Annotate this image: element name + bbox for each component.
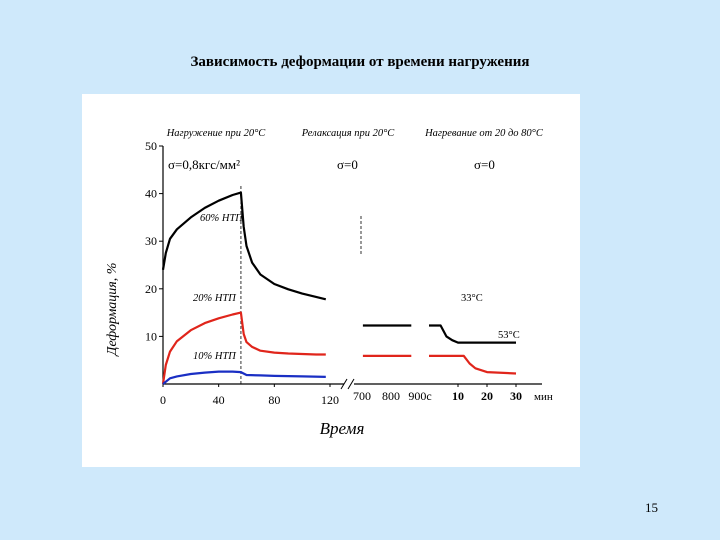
x-tick-label: 700 [353, 389, 371, 403]
curve-annotation: 60% НТП [200, 213, 244, 224]
axis-break-mark [340, 378, 348, 390]
y-tick-label: 40 [145, 187, 157, 201]
stress-label: σ=0 [474, 157, 495, 172]
x-tick-label: 30 [510, 389, 522, 403]
curve-annotation: 10% НТП [193, 351, 237, 362]
x-tick-label: 800 [382, 389, 400, 403]
series-line-loading [162, 370, 326, 385]
x-unit-label: мин [534, 391, 553, 403]
curve-annotation: 33°С [461, 293, 483, 304]
x-axis-label: Время [320, 419, 365, 438]
x-tick-label: 0 [160, 393, 166, 407]
x-tick-label: 40 [213, 393, 225, 407]
stress-label: σ=0 [337, 157, 358, 172]
series-line-loading [161, 311, 326, 385]
slide-title: Зависимость деформации от времени нагруж… [190, 54, 530, 70]
x-tick-label: 20 [481, 389, 493, 403]
x-tick-label: 120 [321, 393, 339, 407]
curve-annotation: 20% НТП [193, 293, 237, 304]
chart-panel: 10 20 30 40 50 0 40 80 120 700 800 900с 10 20 30 мин Наг… [82, 94, 580, 467]
deformation-chart: 10 20 30 40 50 0 40 80 120 700 800 900с 10 20 30 мин Наг… [105, 128, 553, 438]
x-tick-label: 900с [408, 389, 431, 403]
x-tick-label: 80 [268, 393, 280, 407]
y-axis-label: Деформация, % [105, 263, 120, 358]
stage-label: Нагревание от 20 до 80°С [424, 128, 544, 139]
axis-break-mark [347, 378, 355, 390]
series-line-loading [161, 191, 327, 301]
y-tick-label: 10 [145, 329, 157, 343]
series-line-heating [429, 324, 516, 344]
y-tick-label: 20 [145, 282, 157, 296]
stress-label: σ=0,8кгс/мм² [168, 157, 240, 172]
page-number: 15 [645, 500, 658, 515]
y-tick-label: 30 [145, 234, 157, 248]
curve-annotation: 53°С [498, 330, 520, 341]
stage-label: Нагружение при 20°С [166, 128, 267, 139]
y-tick-label: 50 [145, 139, 157, 153]
x-tick-label: 10 [452, 389, 464, 403]
series-line-heating [429, 354, 517, 375]
stage-label: Релаксация при 20°С [301, 128, 396, 139]
chart-curves [161, 191, 517, 385]
chart-labels: 10 20 30 40 50 0 40 80 120 700 800 900с 10 20 30 мин Наг… [105, 128, 553, 438]
